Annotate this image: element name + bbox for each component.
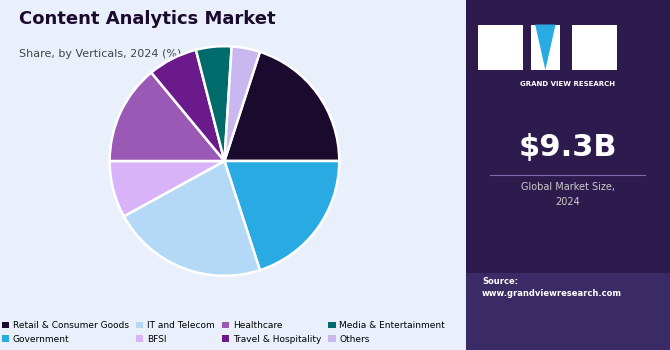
Text: Content Analytics Market: Content Analytics Market bbox=[19, 10, 275, 28]
Wedge shape bbox=[196, 46, 232, 161]
FancyBboxPatch shape bbox=[466, 0, 670, 350]
Text: Global Market Size,
2024: Global Market Size, 2024 bbox=[521, 182, 615, 207]
FancyBboxPatch shape bbox=[466, 273, 670, 350]
Wedge shape bbox=[110, 72, 224, 161]
Wedge shape bbox=[224, 52, 339, 161]
Wedge shape bbox=[110, 161, 224, 216]
FancyBboxPatch shape bbox=[572, 25, 617, 70]
Wedge shape bbox=[124, 161, 260, 276]
Text: Source:
www.grandviewresearch.com: Source: www.grandviewresearch.com bbox=[482, 276, 622, 298]
Wedge shape bbox=[224, 161, 339, 270]
FancyBboxPatch shape bbox=[478, 25, 523, 70]
FancyBboxPatch shape bbox=[531, 25, 559, 70]
Text: $9.3B: $9.3B bbox=[519, 133, 617, 162]
Text: Share, by Verticals, 2024 (%): Share, by Verticals, 2024 (%) bbox=[19, 49, 181, 59]
Text: GRAND VIEW RESEARCH: GRAND VIEW RESEARCH bbox=[521, 80, 615, 86]
Wedge shape bbox=[224, 47, 260, 161]
Polygon shape bbox=[535, 25, 555, 70]
Wedge shape bbox=[151, 50, 224, 161]
Legend: Retail & Consumer Goods, Government, IT and Telecom, BFSI, Healthcare, Travel & : Retail & Consumer Goods, Government, IT … bbox=[0, 319, 447, 345]
